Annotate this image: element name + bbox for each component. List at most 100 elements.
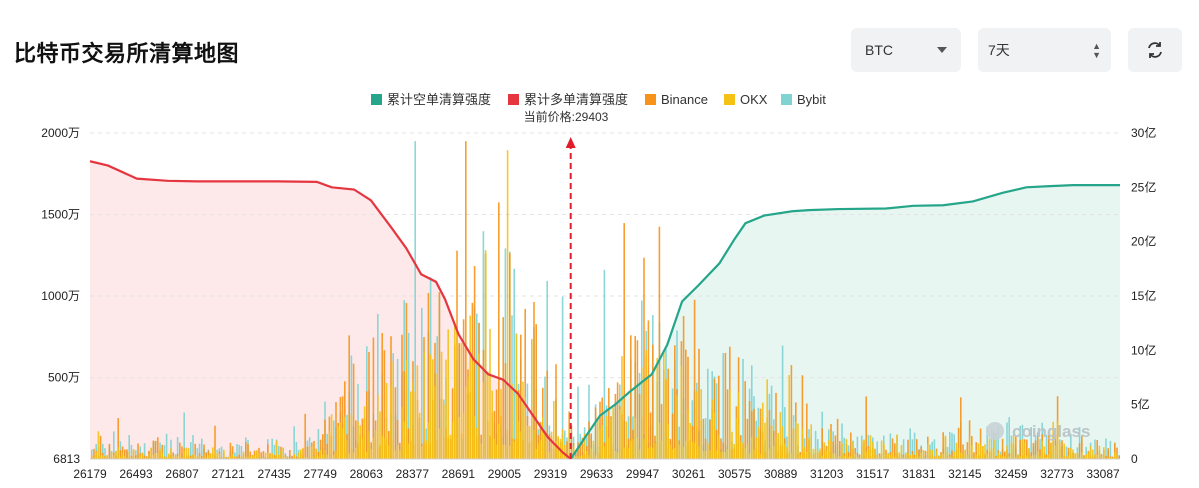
- bybit-bar: [709, 419, 711, 459]
- okx-bar: [586, 451, 588, 459]
- bybit-bar: [753, 396, 755, 459]
- binance-bar: [227, 457, 229, 459]
- y-right-tick-label: 5亿: [1131, 397, 1150, 412]
- refresh-button[interactable]: [1128, 28, 1182, 72]
- okx-bar: [249, 456, 251, 459]
- okx-bar: [764, 422, 766, 459]
- binance-bar: [401, 334, 403, 459]
- bybit-bar: [689, 441, 691, 459]
- binance-bar: [1085, 457, 1087, 459]
- bybit-bar: [91, 449, 93, 459]
- okx-bar: [405, 359, 408, 459]
- okx-bar: [797, 423, 799, 459]
- okx-bar: [792, 428, 795, 459]
- binance-bar: [495, 389, 498, 459]
- bybit-bar: [665, 349, 667, 459]
- bybit-bar: [104, 448, 106, 459]
- binance-bar: [964, 450, 966, 459]
- okx-bar: [968, 438, 971, 459]
- bybit-bar: [720, 448, 722, 459]
- bybit-bar: [1092, 456, 1094, 459]
- binance-bar: [724, 352, 727, 459]
- binance-bar: [194, 443, 196, 459]
- bybit-bar: [196, 448, 199, 459]
- binance-bar: [366, 391, 368, 459]
- bybit-bar: [652, 315, 654, 459]
- binance-bar: [253, 450, 256, 459]
- okx-bar: [847, 456, 850, 459]
- binance-bar: [377, 446, 379, 459]
- okx-bar: [524, 397, 526, 459]
- binance-bar: [711, 408, 713, 459]
- okx-bar: [825, 450, 828, 459]
- okx-bar: [590, 448, 592, 459]
- binance-bar: [544, 431, 546, 459]
- okx-bar: [891, 452, 894, 459]
- binance-bar: [616, 382, 619, 459]
- binance-bar: [388, 430, 390, 459]
- bybit-bar: [198, 443, 201, 459]
- binance-bar: [731, 449, 733, 459]
- binance-bar: [207, 450, 210, 459]
- okx-bar: [737, 392, 740, 459]
- time-range-select[interactable]: 7天 ▲ ▼: [978, 28, 1111, 72]
- bybit-bar: [146, 456, 148, 459]
- okx-bar: [434, 386, 436, 459]
- okx-bar: [605, 415, 608, 459]
- binance-bar: [506, 429, 509, 459]
- okx-bar: [641, 367, 643, 459]
- coinglass-logo-icon: [986, 422, 1004, 440]
- binance-bar: [102, 452, 104, 459]
- okx-bar: [1083, 456, 1085, 459]
- binance-bar: [539, 422, 542, 459]
- okx-bar: [918, 456, 920, 459]
- binance-bar: [198, 453, 201, 459]
- x-tick-label: 29947: [626, 467, 660, 481]
- bybit-bar: [185, 456, 188, 459]
- bybit-bar: [469, 392, 471, 459]
- binance-bar: [110, 456, 113, 459]
- binance-bar: [790, 365, 793, 459]
- okx-bar: [553, 401, 555, 459]
- okx-bar: [830, 432, 832, 459]
- binance-bar: [1116, 447, 1118, 459]
- bybit-bar: [786, 436, 788, 459]
- bybit-bar: [423, 441, 425, 459]
- okx-bar: [165, 457, 168, 459]
- okx-bar: [471, 362, 474, 459]
- okx-bar: [335, 450, 337, 459]
- okx-bar: [949, 456, 951, 459]
- binance-bar: [1054, 434, 1057, 459]
- bybit-bar: [621, 446, 623, 459]
- okx-bar: [852, 441, 854, 459]
- okx-bar: [396, 445, 399, 459]
- okx-bar: [348, 453, 350, 459]
- bybit-bar: [203, 448, 205, 459]
- bybit-bar: [388, 443, 390, 459]
- binance-bar: [368, 351, 370, 459]
- okx-bar: [253, 455, 256, 459]
- binance-bar: [121, 446, 124, 459]
- okx-bar: [344, 416, 346, 459]
- binance-bar: [337, 422, 339, 459]
- okx-bar: [656, 357, 658, 459]
- coin-select[interactable]: BTC: [851, 28, 961, 72]
- bybit-bar: [938, 455, 940, 459]
- bybit-bar: [847, 445, 850, 459]
- binance-bar: [625, 447, 628, 459]
- okx-bar: [170, 448, 172, 459]
- binance-bar: [1061, 440, 1063, 459]
- okx-bar: [1030, 456, 1032, 459]
- binance-bar: [583, 453, 586, 459]
- okx-bar: [1054, 445, 1057, 459]
- binance-bar: [517, 389, 520, 459]
- binance-bar: [933, 456, 936, 459]
- bybit-bar: [975, 452, 977, 459]
- okx-bar: [583, 433, 586, 459]
- okx-bar: [201, 457, 203, 459]
- okx-bar: [308, 445, 311, 459]
- bybit-bar: [326, 433, 328, 459]
- okx-bar: [1085, 454, 1087, 459]
- bybit-bar: [762, 445, 764, 459]
- bybit-bar: [258, 456, 260, 459]
